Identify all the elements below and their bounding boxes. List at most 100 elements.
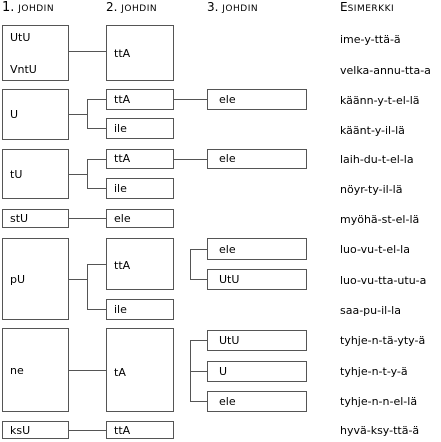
col2-label-tta-5: ttA <box>114 424 131 437</box>
connector-tta4-branch <box>190 249 191 280</box>
col3-box-u: U <box>207 361 307 382</box>
header-col1: 1. JOHDIN <box>2 0 54 16</box>
header-col2: 2. JOHDIN <box>106 0 157 16</box>
col1-box-ne: ne <box>2 328 69 412</box>
connector-tta-ele-2 <box>174 159 207 160</box>
col2-box-tta-4: ttA <box>106 238 174 290</box>
connector-pu-branch <box>87 264 88 310</box>
example-5: laih-du-t-el-la <box>340 153 414 166</box>
col1-box-tu: tU <box>2 149 69 199</box>
example-9: luo-vu-tta-utu-a <box>340 274 427 287</box>
header-col1-number: 1. <box>2 0 15 15</box>
connector-stu-ele <box>69 218 106 219</box>
example-3: käänn-y-t-el-lä <box>340 94 420 107</box>
connector-tu-ile <box>87 188 106 189</box>
connector-u-branch <box>87 99 88 129</box>
connector-ta-ele <box>190 401 207 402</box>
connector-ta-u <box>190 371 207 372</box>
example-2: velka-annu-tta-a <box>340 64 431 77</box>
header-col4-initial: E <box>340 0 348 14</box>
col1-label-vntu: VntU <box>10 63 37 76</box>
connector-pu-stem <box>69 279 87 280</box>
col2-box-ile-3: ile <box>106 299 174 320</box>
col2-box-ile-1: ile <box>106 118 174 139</box>
connector-ksu-tta <box>69 430 106 431</box>
col2-box-tta-2: ttA <box>106 89 174 110</box>
connector-pu-ile <box>87 309 106 310</box>
connector-pu-tta <box>87 264 106 265</box>
col2-label-tta-1: ttA <box>114 47 131 60</box>
col2-label-ta: tA <box>114 366 126 379</box>
header-col3: 3. JOHDIN <box>207 0 258 16</box>
header-col2-word: JOHDIN <box>121 4 158 14</box>
col3-box-utu-1: UtU <box>207 269 307 290</box>
col1-box-pu: pU <box>2 238 69 320</box>
col1-label-u: U <box>10 108 19 121</box>
col3-label-ele-3: ele <box>219 243 236 256</box>
col2-box-ile-2: ile <box>106 178 174 199</box>
connector-utu-tta <box>69 51 106 52</box>
example-6: nöyr-ty-il-lä <box>340 183 403 196</box>
col1-label-ksu: ksU <box>10 424 31 437</box>
col2-box-ta: tA <box>106 328 174 412</box>
connector-tta4-utu <box>190 279 207 280</box>
col2-label-tta-4: ttA <box>114 259 131 272</box>
header-col2-number: 2. <box>106 0 118 14</box>
connector-tu-branch <box>87 159 88 189</box>
col2-box-ele: ele <box>106 209 174 228</box>
col3-box-utu-2: UtU <box>207 330 307 351</box>
header-col3-word: JOHDIN <box>222 4 259 14</box>
col1-label-ne: ne <box>10 364 24 377</box>
example-11: tyhje-n-tä-yty-ä <box>340 334 426 347</box>
col2-box-tta-5: ttA <box>106 421 174 439</box>
connector-u-ile <box>87 128 106 129</box>
col2-box-tta-1: ttA <box>106 25 174 81</box>
col3-box-ele-4: ele <box>207 391 307 412</box>
connector-tu-stem <box>69 174 87 175</box>
example-10: saa-pu-il-la <box>340 304 401 317</box>
col3-label-ele-4: ele <box>219 395 236 408</box>
connector-u-tta <box>87 99 106 100</box>
connector-u-stem <box>69 114 87 115</box>
col1-box-stu: stU <box>2 209 69 228</box>
col2-label-ile-1: ile <box>114 122 127 135</box>
header-col4-rest: SIMERKKI <box>347 4 395 14</box>
connector-ta-branch <box>190 340 191 401</box>
example-13: tyhje-n-n-el-lä <box>340 395 418 408</box>
example-4: käänt-y-il-lä <box>340 124 405 137</box>
col1-label-pu: pU <box>10 273 26 286</box>
header-col3-number: 3. <box>207 0 219 14</box>
col2-label-ele: ele <box>114 212 131 225</box>
connector-ta-utu <box>190 340 207 341</box>
col1-label-tu: tU <box>10 168 23 181</box>
col2-label-tta-2: ttA <box>114 93 131 106</box>
col3-box-ele-3: ele <box>207 238 307 260</box>
col3-label-u: U <box>219 365 228 378</box>
connector-ne-ta <box>69 370 106 371</box>
col1-box-u: U <box>2 89 69 140</box>
example-12: tyhje-n-t-y-ä <box>340 365 408 378</box>
connector-tta-ele-1 <box>174 99 207 100</box>
col3-box-ele-2: ele <box>207 149 307 169</box>
example-8: luo-vu-t-el-la <box>340 243 410 256</box>
connector-tta4-ele <box>190 249 207 250</box>
connector-tu-tta <box>87 159 106 160</box>
col2-label-ile-2: ile <box>114 182 127 195</box>
example-7: myöhä-st-el-lä <box>340 213 420 226</box>
col1-label-utu: UtU <box>10 31 31 44</box>
col2-box-tta-3: ttA <box>106 149 174 169</box>
col3-label-ele-2: ele <box>219 152 236 165</box>
col3-label-utu-2: UtU <box>219 334 240 347</box>
col1-box-ksu: ksU <box>2 421 69 439</box>
header-col1-word: JOHDIN <box>18 4 55 14</box>
example-1: ime-y-ttä-ä <box>340 33 401 46</box>
col1-box-utu-vntu: UtU VntU <box>2 25 69 81</box>
example-14: hyvä-ksy-ttä-ä <box>340 424 420 437</box>
header-col4: ESIMERKKI <box>340 0 394 16</box>
col2-label-ile-3: ile <box>114 303 127 316</box>
col3-label-utu-1: UtU <box>219 273 240 286</box>
col2-label-tta-3: ttA <box>114 152 131 165</box>
col3-label-ele-1: ele <box>219 93 236 106</box>
col3-box-ele-1: ele <box>207 89 307 110</box>
col1-label-stu: stU <box>10 212 29 225</box>
